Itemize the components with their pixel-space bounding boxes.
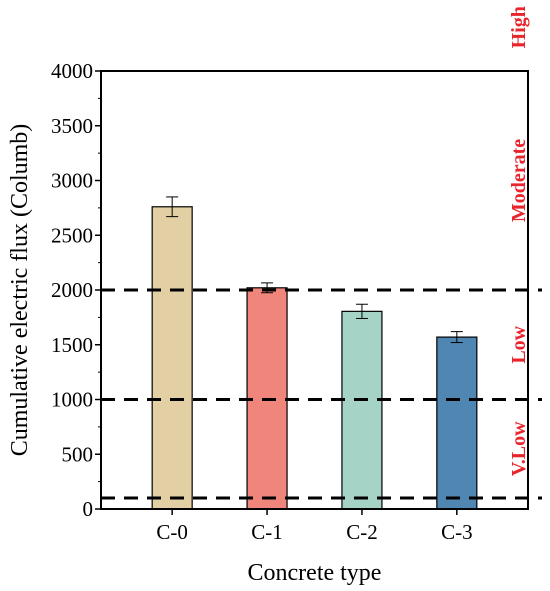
- error-bar-C-3: [450, 331, 463, 344]
- y-tick-label-0: 0: [83, 497, 94, 521]
- error-bar-C-0: [166, 196, 179, 218]
- y-axis: 0 500 1000 1500 2000 2500 3000 3500 4000: [51, 59, 101, 521]
- y-tick-label-3000: 3000: [51, 169, 93, 193]
- bar-C-3: [436, 336, 478, 510]
- x-tick-label-C-2: C-2: [346, 520, 378, 544]
- error-bars-layer: [166, 196, 463, 344]
- zone-label-vlow: V.Low: [508, 421, 530, 476]
- y-axis-title: Cumulative electric flux (Columb): [7, 124, 33, 457]
- error-bar-C-2: [355, 303, 368, 319]
- y-tick-label-4000: 4000: [51, 59, 93, 83]
- bars-layer: [151, 206, 478, 510]
- x-axis-title: Concrete type: [248, 560, 382, 586]
- y-tick-label-3500: 3500: [51, 114, 93, 138]
- y-tick-label-2000: 2000: [51, 278, 93, 302]
- zone-label-moderate: Moderate: [508, 139, 530, 222]
- y-tick-label-1000: 1000: [51, 388, 93, 412]
- y-tick-label-1500: 1500: [51, 333, 93, 357]
- x-axis: C-0 C-1 C-2 C-3: [156, 509, 473, 544]
- zone-label-low: Low: [508, 325, 530, 363]
- x-tick-label-C-1: C-1: [251, 520, 283, 544]
- reference-lines-layer: [101, 288, 542, 500]
- zone-label-high: High: [508, 6, 530, 48]
- zone-labels: High Moderate Low V.Low: [508, 6, 530, 476]
- y-tick-label-500: 500: [62, 442, 94, 466]
- bar-C-2: [341, 310, 383, 510]
- x-tick-label-C-3: C-3: [441, 520, 473, 544]
- bar-C-0: [151, 206, 193, 510]
- y-tick-label-2500: 2500: [51, 223, 93, 247]
- x-tick-label-C-0: C-0: [156, 520, 188, 544]
